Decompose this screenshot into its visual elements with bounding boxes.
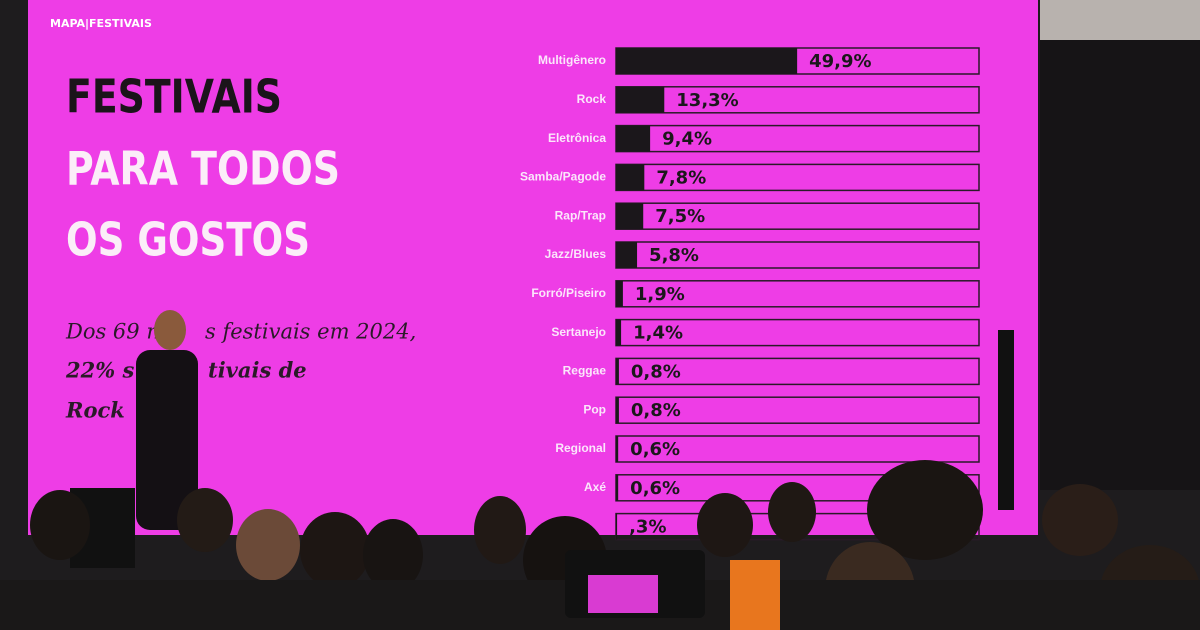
head [363, 519, 423, 591]
bar [616, 125, 651, 152]
head [177, 488, 233, 552]
bar [616, 397, 619, 424]
head [30, 490, 90, 560]
category-label: Sertanejo [551, 325, 606, 339]
bar [616, 358, 619, 385]
value-label: 7,8% [656, 167, 706, 188]
value-label: 0,6% [630, 439, 680, 460]
speaker [136, 350, 198, 530]
subtitle: s festivais em 2024, [205, 320, 416, 344]
category-label: Rock [577, 92, 607, 106]
title-line: OS GOSTOS [66, 213, 310, 267]
backdrop [1040, 40, 1200, 490]
value-label: 1,9% [635, 284, 685, 305]
bar [616, 474, 619, 501]
category-label: Pop [583, 402, 606, 416]
category-label: Axé [584, 480, 606, 494]
category-label: Regional [555, 441, 606, 455]
category-label: Jazz/Blues [545, 247, 607, 261]
category-label: Samba/Pagode [520, 170, 606, 184]
subtitle: tivais de [208, 358, 307, 383]
subtitle: Rock [65, 398, 125, 423]
speaker-head [154, 310, 186, 350]
value-label: 9,4% [662, 129, 712, 150]
category-label: Multigênero [538, 53, 606, 67]
bar [616, 319, 622, 346]
bar [616, 280, 623, 307]
head [1042, 484, 1118, 556]
bar [616, 48, 798, 74]
bar [616, 242, 638, 268]
value-label: 13,3% [676, 90, 738, 111]
value-label: 1,4% [633, 323, 683, 344]
shirt [730, 560, 780, 630]
bar [616, 86, 665, 113]
logo: MAPA|FESTIVAIS [50, 17, 152, 30]
head [300, 512, 370, 588]
category-label: Rap/Trap [555, 208, 606, 222]
title-line: FESTIVAIS [66, 70, 282, 124]
head [474, 496, 526, 564]
speaker-column [998, 330, 1014, 510]
subtitle: Dos 69 n [65, 320, 160, 344]
bar [616, 203, 644, 230]
head [697, 493, 753, 557]
value-label: 5,8% [649, 245, 699, 266]
bar [616, 436, 619, 462]
bar [616, 513, 618, 540]
value-label: 7,5% [655, 206, 705, 227]
value-label: 0,8% [631, 400, 681, 421]
foreground [0, 40, 1200, 630]
head [236, 509, 300, 581]
head [867, 460, 983, 560]
value-label: 0,6% [630, 478, 680, 499]
value-label: 49,9% [809, 51, 871, 72]
bar [616, 164, 645, 191]
value-label: 0,8% [631, 361, 681, 382]
category-label: Reggae [563, 364, 607, 378]
category-label: Eletrônica [548, 131, 606, 145]
chart: 49,9% Multigênero 13,3% Rock 9,4% Eletrônica 7… [520, 47, 980, 541]
category-label: Forró/Piseiro [531, 286, 606, 300]
phone-screen [588, 575, 658, 613]
head [768, 482, 816, 542]
value-label: ,3% [629, 517, 666, 538]
ceiling [1040, 0, 1200, 40]
subtitle: 22% s [65, 358, 134, 383]
title-line: PARA TODOS [66, 142, 340, 196]
